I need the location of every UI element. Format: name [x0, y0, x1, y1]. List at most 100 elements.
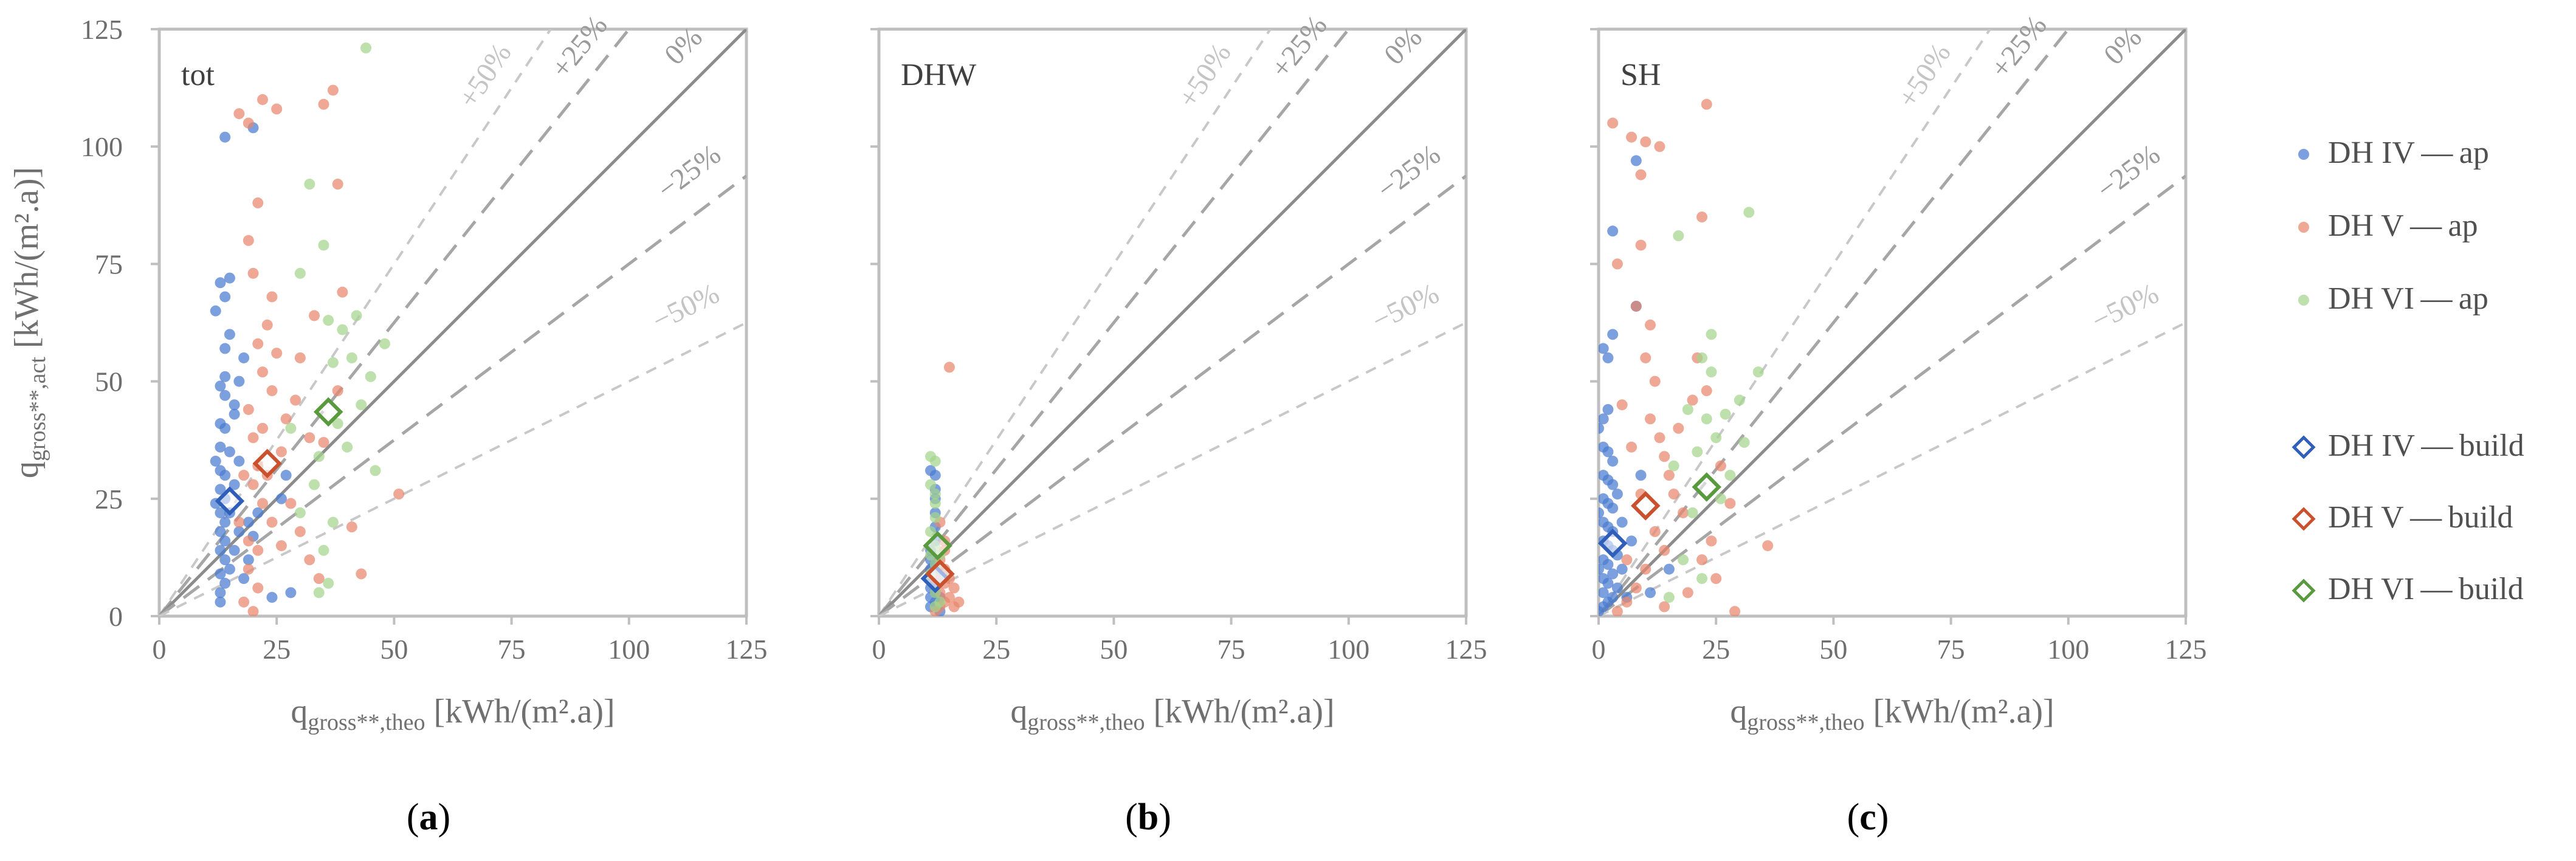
scatter-point [219, 389, 231, 401]
reference-line-label: −25% [1371, 138, 1447, 205]
scatter-point [271, 103, 283, 115]
scatter-point [224, 446, 235, 458]
scatter-point [1616, 399, 1628, 411]
scatter-point [1696, 573, 1708, 585]
scatter-point [1668, 489, 1679, 500]
x-axis-label: qgross**,theo [kWh/(m².a)] [1730, 693, 2054, 735]
scatter-point [294, 267, 306, 279]
reference-lines [879, 29, 1466, 616]
x-tick-label: 25 [1702, 634, 1730, 665]
reference-line-label: +50% [452, 38, 518, 114]
scatter-point [266, 291, 278, 303]
build-diamond [313, 397, 343, 427]
x-tick-label: 125 [726, 634, 768, 665]
scatter-point [1752, 366, 1764, 378]
scatter-point [1673, 422, 1684, 434]
scatter-point [1599, 563, 1604, 575]
scatter-point [252, 544, 264, 556]
y-tick-label: 75 [95, 249, 123, 280]
scatter-point [1663, 563, 1675, 575]
build-diamond [1692, 472, 1721, 502]
scatter-point [346, 521, 357, 533]
scatter-point [285, 587, 297, 599]
scatter-point [346, 352, 357, 363]
reference-line-label: −25% [2091, 138, 2166, 205]
scatter-point [215, 441, 226, 453]
scatter-point [210, 305, 221, 317]
scatter-point [313, 451, 325, 462]
scatter-point [1607, 503, 1619, 514]
x-tick-label: 50 [1819, 634, 1847, 665]
reference-line [879, 321, 1466, 616]
legend-marker-vi_build [2292, 578, 2316, 603]
legend-marker-vi_ap [2298, 295, 2309, 306]
scatter-point [1640, 352, 1651, 363]
scatter-point [379, 338, 390, 349]
scatter-point [215, 596, 226, 608]
scatter-point [219, 516, 231, 528]
scatter-point [1659, 544, 1670, 556]
panel-sh: 0 25 50 75 100 125+50% +25% 0%−25%−50%SHqgross*… [1590, 9, 2207, 838]
scatter-point [1607, 568, 1619, 580]
x-tick-label: 125 [1445, 634, 1487, 665]
scatter-point [327, 357, 339, 368]
scatter-point [313, 587, 325, 599]
scatter-point [1762, 540, 1774, 552]
reference-line [1599, 29, 2071, 616]
scatter-point [1599, 507, 1604, 518]
scatter-point [318, 437, 329, 448]
legend-marker-v_build [2292, 507, 2316, 531]
scatter-point [1611, 606, 1623, 616]
scatter-point [1602, 558, 1614, 570]
x-tick-label: 75 [498, 634, 526, 665]
x-tick-label: 50 [1100, 634, 1128, 665]
reference-line-label: +50% [1172, 38, 1238, 114]
legend: DH IV — ap DH V — ap DH VI — ap DH IV — bui… [2292, 135, 2524, 606]
scatter-point [1616, 516, 1628, 528]
scatter-point [219, 554, 231, 566]
scatter-point [304, 554, 315, 566]
scatter-point [1599, 606, 1604, 616]
legend-label-v_build: DH V — build [2328, 500, 2513, 535]
scatter-point [925, 465, 937, 476]
scatter-point [257, 498, 269, 509]
scatter-point [1715, 493, 1726, 504]
scatter-point [1599, 343, 1609, 354]
scatter-point [271, 348, 283, 359]
scatter-point [1607, 117, 1619, 129]
scatter-point [215, 277, 226, 289]
y-tick-label: 125 [81, 14, 123, 45]
panel-caption: (b) [1125, 797, 1171, 838]
reference-line [159, 29, 632, 616]
scatter-point [327, 84, 339, 96]
scatter-point [243, 235, 254, 246]
reference-line [159, 174, 746, 616]
scatter-point [294, 352, 306, 363]
y-tick-label: 25 [95, 484, 123, 515]
scatter-point [1640, 563, 1651, 575]
scatter-point [304, 432, 315, 444]
x-tick-label: 25 [982, 634, 1010, 665]
scatter-point [1645, 413, 1656, 425]
x-tick-label: 75 [1937, 634, 1965, 665]
legend-marker-v_ap [2298, 222, 2309, 233]
scatter-point [215, 587, 226, 599]
scatter-point [323, 577, 334, 589]
scatter-point [1649, 376, 1661, 387]
scatter-point [210, 455, 221, 467]
scatter-point [929, 498, 941, 509]
scatter-point [332, 179, 343, 190]
scatter-point [290, 394, 301, 406]
plot-frame [877, 27, 1468, 618]
x-tick-label: 100 [1328, 634, 1369, 665]
scatter-point [318, 98, 329, 110]
panel-title: tot [181, 58, 215, 92]
legend-label-vi_build: DH VI — build [2328, 572, 2524, 606]
scatter-point [243, 117, 254, 129]
reference-line [1599, 29, 1992, 616]
scatter-point [247, 606, 259, 616]
scatter-point [943, 592, 955, 603]
scatter-point [1696, 211, 1708, 223]
x-tick-label: 100 [2047, 634, 2089, 665]
scatter-point [1640, 136, 1651, 148]
